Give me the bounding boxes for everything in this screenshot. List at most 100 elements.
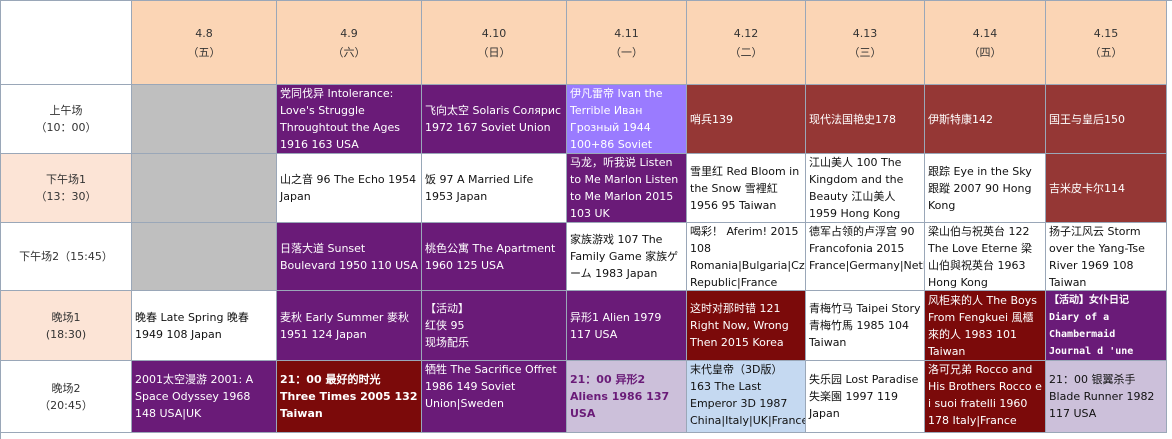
schedule-cell[interactable]: 伊斯特康142 (925, 85, 1046, 154)
film-text: 跟踪 Eye in the Sky 跟蹤 2007 90 Hong Kong (928, 164, 1032, 212)
session-time: （20:45） (39, 398, 93, 412)
schedule-cell[interactable]: 伊凡雷帝 Ivan the Terrible Иван Грозный 1944… (567, 85, 687, 154)
schedule-cell[interactable]: 饭 97 A Married Life 1953 Japan (422, 154, 567, 223)
film-text: 2001太空漫游 2001: A Space Odyssey 1968 148 … (135, 373, 254, 420)
film-text: 现代法国艳史178 (809, 112, 896, 126)
date-header: 4.12 （二） (687, 1, 806, 85)
schedule-cell[interactable]: 梁山伯与祝英台 122 The Love Eterne 梁山伯與祝英台 1963… (925, 223, 1046, 291)
schedule-cell[interactable]: 国王与皇后150 (1046, 85, 1167, 154)
film-text: 【活动】 红侠 95 现场配乐 (425, 302, 469, 349)
session-name: 下午场1 (46, 173, 86, 186)
film-text: 麦秋 Early Summer 麥秋 1951 124 Japan (280, 310, 409, 341)
schedule-cell[interactable]: 麦秋 Early Summer 麥秋 1951 124 Japan (277, 291, 422, 361)
film-text: 洛可兄弟 Rocco and His Brothers Rocco e i su… (928, 363, 1042, 427)
session-name: 晚场1 (51, 310, 81, 324)
schedule-cell[interactable]: 异形1 Alien 1979 117 USA (567, 291, 687, 361)
schedule-cell[interactable]: 扬子江风云 Storm over the Yang-Tse River 1969… (1046, 223, 1167, 291)
schedule-cell[interactable]: 失乐园 Lost Paradise 失楽園 1997 119 Japan (806, 361, 925, 433)
session-name: 下午场2（15:45） (19, 250, 113, 263)
date-label: 4.13 (852, 26, 878, 40)
date-header: 4.10 （日） (422, 1, 567, 85)
date-label: 4.11 (614, 26, 639, 40)
film-text: 伊斯特康142 (928, 112, 993, 126)
film-text: 风柜来的人 The Boys From Fengkuei 風櫃來的人 1983 … (928, 293, 1037, 358)
schedule-cell[interactable]: 飞向太空 Solaris Солярис 1972 167 Soviet Uni… (422, 85, 567, 154)
date-header: 4.8 （五） (132, 1, 277, 85)
schedule-cell[interactable]: 家族游戏 107 The Family Game 家族ゲーム 1983 Japa… (567, 223, 687, 291)
session-name: 晚场2 (51, 381, 81, 395)
schedule-cell[interactable]: 风柜来的人 The Boys From Fengkuei 風櫃來的人 1983 … (925, 291, 1046, 361)
date-label: 4.12 (733, 26, 759, 40)
schedule-cell[interactable]: 喝彩！ Aferim! 2015 108 Romania|Bulgaria|Cz… (687, 223, 806, 291)
row-label: 上午场 （10：00） (1, 85, 132, 154)
schedule-cell[interactable]: 21：00 异形2 Aliens 1986 137 USA (567, 361, 687, 433)
session-time: （10：00） (35, 121, 97, 134)
film-text: 日落大道 Sunset Boulevard 1950 110 USA (280, 241, 418, 272)
schedule-cell[interactable]: 吉米皮卡尔114 (1046, 154, 1167, 223)
schedule-cell[interactable]: 德军占领的卢浮宫 90 Francofonia 2015 France|Germ… (806, 223, 925, 291)
schedule-cell[interactable]: 牺牲 The Sacrifice Offret 1986 149 Soviet … (422, 361, 567, 433)
schedule-cell[interactable]: 【活动】女仆日记 Diary of a Chambermaid Journal … (1046, 291, 1167, 361)
film-text: 德军占领的卢浮宫 90 Francofonia 2015 France|Germ… (809, 225, 924, 272)
film-text: 这时对那时错 121 Right Now, Wrong Then 2015 Ko… (690, 302, 789, 349)
schedule-cell[interactable]: 21：00 银翼杀手 Blade Runner 1982 117 USA (1046, 361, 1167, 433)
schedule-cell[interactable]: 现代法国艳史178 (806, 85, 925, 154)
session-time: (18:30) (45, 327, 87, 341)
schedule-cell-empty (132, 85, 277, 154)
weekday-label: （四） (968, 45, 1002, 59)
schedule-cell[interactable]: 马龙，听我说 Listen to Me Marlon Listen to Me … (567, 154, 687, 223)
schedule-cell[interactable]: 哨兵139 (687, 85, 806, 154)
date-header: 4.14 （四） (925, 1, 1046, 85)
schedule-cell[interactable]: 雪里红 Red Bloom in the Snow 雪裡紅 1956 95 Ta… (687, 154, 806, 223)
weekday-label: （六） (332, 45, 366, 59)
schedule-cell[interactable]: 这时对那时错 121 Right Now, Wrong Then 2015 Ko… (687, 291, 806, 361)
date-header: 4.11 （一） (567, 1, 687, 85)
film-text: 国王与皇后150 (1049, 112, 1125, 126)
schedule-cell-empty (132, 223, 277, 291)
schedule-cell[interactable]: 江山美人 100 The Kingdom and the Beauty 江山美人… (806, 154, 925, 223)
film-text: 山之音 96 The Echo 1954 Japan (280, 173, 417, 203)
film-text: 扬子江风云 Storm over the Yang-Tse River 1969… (1049, 224, 1145, 289)
film-text: 末代皇帝（3D版） 163 The Last Emperor 3D 1987 C… (690, 363, 806, 427)
date-header: 4.13 （三） (806, 1, 925, 85)
film-text: 晚春 Late Spring 晚春 1949 108 Japan (135, 310, 249, 341)
schedule-cell[interactable]: 晚春 Late Spring 晚春 1949 108 Japan (132, 291, 277, 361)
schedule-cell[interactable]: 【活动】 红侠 95 现场配乐 (422, 291, 567, 361)
film-text: 失乐园 Lost Paradise 失楽園 1997 119 Japan (809, 373, 919, 420)
schedule-cell[interactable]: 跟踪 Eye in the Sky 跟蹤 2007 90 Hong Kong (925, 154, 1046, 223)
schedule-cell[interactable]: 青梅竹马 Taipei Story 青梅竹馬 1985 104 Taiwan (806, 291, 925, 361)
row-label: 下午场1 （13：30） (1, 154, 132, 223)
film-text: 雪里红 Red Bloom in the Snow 雪裡紅 1956 95 Ta… (690, 164, 800, 212)
schedule-cell[interactable]: 桃色公寓 The Apartment 1960 125 USA (422, 223, 567, 291)
film-text: 家族游戏 107 The Family Game 家族ゲーム 1983 Japa… (570, 233, 679, 280)
film-text: 牺牲 The Sacrifice Offret 1986 149 Soviet … (425, 363, 557, 410)
weekday-label: （日） (477, 45, 511, 59)
weekday-label: （三） (848, 45, 882, 59)
schedule-cell[interactable]: 2001太空漫游 2001: A Space Odyssey 1968 148 … (132, 361, 277, 433)
schedule-cell[interactable]: 21：00 最好的时光 Three Times 2005 132 Taiwan (277, 361, 422, 433)
weekday-label: （二） (729, 45, 763, 59)
row-label: 晚场1 (18:30) (1, 291, 132, 361)
schedule-cell[interactable]: 日落大道 Sunset Boulevard 1950 110 USA (277, 223, 422, 291)
date-header: 4.15 （五） (1046, 1, 1167, 85)
row-label: 下午场2（15:45） (1, 223, 132, 291)
date-label: 4.8 (195, 26, 213, 40)
film-text: 喝彩！ Aferim! 2015 108 Romania|Bulgaria|Cz… (690, 225, 805, 289)
film-text: 党同伐异 Intolerance: Love's Struggle Throug… (280, 87, 401, 151)
weekday-label: （一） (610, 45, 643, 59)
weekday-label: （五） (187, 45, 221, 59)
schedule-cell[interactable]: 末代皇帝（3D版） 163 The Last Emperor 3D 1987 C… (687, 361, 806, 433)
date-label: 4.9 (340, 26, 358, 40)
film-text: 吉米皮卡尔114 (1049, 181, 1125, 195)
film-text: 饭 97 A Married Life 1953 Japan (425, 173, 534, 203)
film-text: 异形1 Alien 1979 117 USA (570, 310, 662, 341)
date-header: 4.9 （六） (277, 1, 422, 85)
session-time: （13：30） (35, 190, 97, 203)
schedule-cell[interactable]: 党同伐异 Intolerance: Love's Struggle Throug… (277, 85, 422, 154)
film-text: 哨兵139 (690, 112, 733, 126)
film-text: 21：00 最好的时光 Three Times 2005 132 Taiwan (280, 373, 418, 420)
schedule-cell[interactable]: 山之音 96 The Echo 1954 Japan (277, 154, 422, 223)
film-text: 伊凡雷帝 Ivan the Terrible Иван Грозный 1944… (570, 87, 663, 151)
schedule-cell[interactable]: 洛可兄弟 Rocco and His Brothers Rocco e i su… (925, 361, 1046, 433)
film-text: 青梅竹马 Taipei Story 青梅竹馬 1985 104 Taiwan (809, 302, 921, 349)
